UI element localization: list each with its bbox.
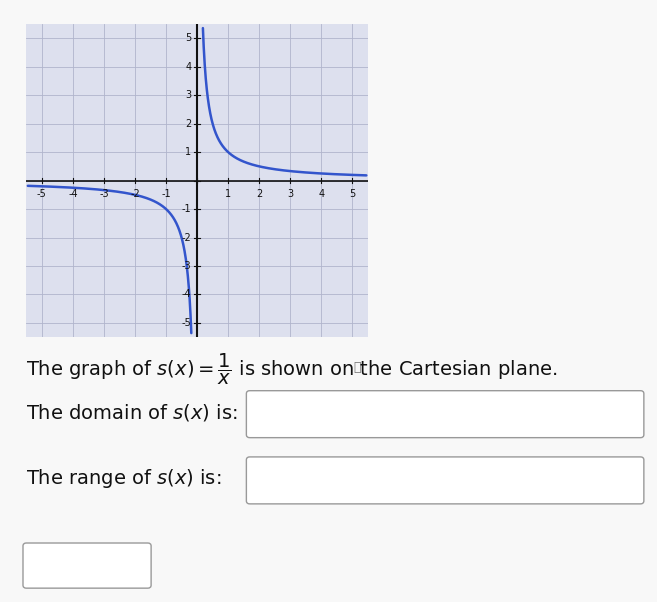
Text: -1: -1 <box>161 188 171 199</box>
Text: 4: 4 <box>318 188 325 199</box>
Text: 5: 5 <box>350 188 355 199</box>
Text: 1: 1 <box>185 147 191 157</box>
Text: 5: 5 <box>185 33 191 43</box>
Text: The graph of $s(x) = \dfrac{1}{x}$ is shown on the Cartesian plane.: The graph of $s(x) = \dfrac{1}{x}$ is sh… <box>26 352 558 387</box>
Text: -2: -2 <box>182 232 191 243</box>
Text: The range of $s(x)$ is:: The range of $s(x)$ is: <box>26 467 221 490</box>
Text: 4: 4 <box>185 62 191 72</box>
Text: 2: 2 <box>256 188 262 199</box>
Text: ☑: ☑ <box>37 557 50 571</box>
Text: -4: -4 <box>68 188 78 199</box>
Text: -5: -5 <box>37 188 47 199</box>
Text: -4: -4 <box>182 290 191 299</box>
Text: -3: -3 <box>182 261 191 271</box>
Text: -3: -3 <box>99 188 109 199</box>
Text: Calculator: Calculator <box>58 555 142 573</box>
Text: 3: 3 <box>287 188 293 199</box>
Text: 2: 2 <box>185 119 191 129</box>
Text: 3: 3 <box>185 90 191 100</box>
Text: -1: -1 <box>182 204 191 214</box>
Text: The domain of $s(x)$ is:: The domain of $s(x)$ is: <box>26 402 238 423</box>
Text: -5: -5 <box>182 318 191 328</box>
Text: 1: 1 <box>225 188 231 199</box>
Text: -2: -2 <box>130 188 140 199</box>
Text: 🔍: 🔍 <box>354 361 361 374</box>
